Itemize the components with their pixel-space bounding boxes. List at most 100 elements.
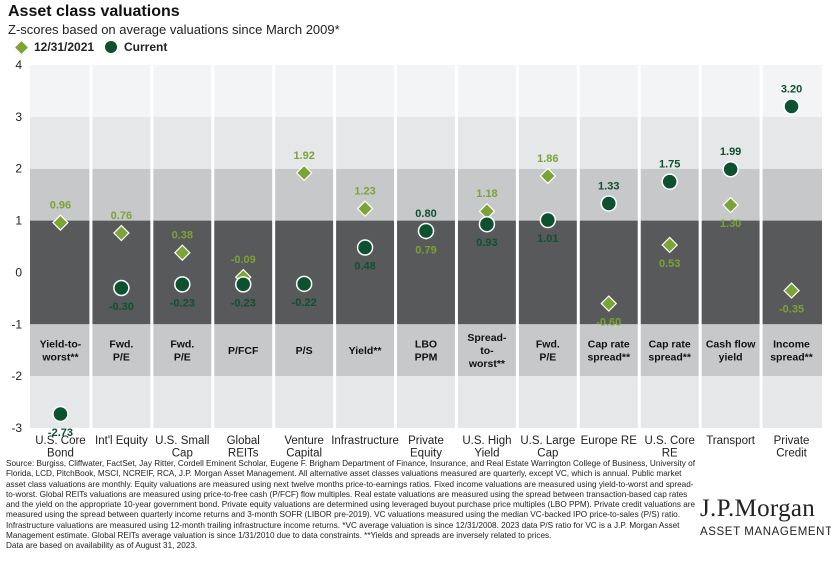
- marker-current: [356, 239, 374, 256]
- x-category-label: U.S. High Yield: [462, 435, 511, 460]
- logo-name: J.P.Morgan: [700, 495, 816, 522]
- data-label-current: -0.22: [292, 297, 317, 309]
- data-label-dec2021: 1.18: [476, 188, 497, 200]
- data-label-current: 1.33: [598, 180, 619, 192]
- data-label-dec2021: 1.23: [354, 186, 375, 198]
- x-category-label: U.S. Core Bond: [35, 435, 86, 460]
- metric-label: P/FCF: [228, 345, 259, 357]
- marker-dec2021: [783, 282, 800, 299]
- valuation-chart: 4 3 2 1 0 -1 -2 -3 U.S. Core Bond Yield-to-worst**…: [11, 58, 822, 460]
- metric-label: Cap rate spread**: [587, 339, 631, 364]
- y-tick-label: 2: [15, 162, 22, 176]
- marker-current: [295, 275, 313, 293]
- legend-circle-symbol: [104, 40, 118, 54]
- data-label-dec2021: -0.09: [231, 254, 256, 266]
- marker-current: [661, 173, 678, 190]
- x-category-label: Europe RE: [581, 435, 638, 447]
- marker-current: [478, 215, 496, 233]
- data-label-current: 0.80: [415, 208, 436, 220]
- y-tick-label: 4: [15, 58, 22, 72]
- legend-label-current: Current: [124, 40, 168, 54]
- data-label-dec2021: -0.35: [779, 304, 804, 316]
- marker-current: [417, 222, 435, 240]
- data-label-dec2021: 1.30: [720, 218, 741, 230]
- metric-label: Cap rate spread**: [648, 339, 692, 364]
- x-category-label: Private Equity: [408, 435, 444, 460]
- data-label-current: 1.01: [537, 233, 558, 245]
- band-1: [30, 168, 822, 221]
- data-label-dec2021: 1.86: [537, 153, 558, 165]
- marker-dec2021: [52, 214, 69, 231]
- y-tick-label: 3: [15, 110, 22, 124]
- metric-label: Income spread**: [770, 339, 814, 364]
- marker-dec2021: [722, 196, 739, 214]
- y-tick-label: -1: [11, 317, 22, 331]
- marker-current: [600, 195, 618, 212]
- marker-current: [113, 279, 130, 297]
- marker-dec2021: [356, 200, 374, 217]
- data-label-current: -0.23: [170, 297, 195, 309]
- chart-subtitle: Z-scores based on average valuations sin…: [8, 22, 340, 37]
- marker-current: [783, 98, 800, 115]
- metric-label: LBO PPM: [415, 339, 438, 364]
- x-category-label: Transport: [706, 435, 756, 447]
- marker-dec2021: [661, 236, 679, 254]
- x-category-label: U.S. Core RE: [644, 435, 695, 460]
- marker-dec2021: [600, 295, 618, 312]
- x-category-label: U.S. Large Cap: [520, 435, 575, 460]
- data-label-dec2021: -0.60: [596, 317, 621, 329]
- chart-title: Asset class valuations: [8, 3, 180, 20]
- source-note: Source: Burgiss, Cliffwater, FactSet, Ja…: [6, 459, 698, 552]
- x-category-label: Int'l Equity: [95, 435, 148, 447]
- marker-dec2021: [539, 167, 557, 185]
- source-text: Source: Burgiss, Cliffwater, FactSet, Ja…: [6, 459, 696, 541]
- metric-label: Fwd. P/E: [170, 339, 194, 364]
- metric-label: Yield-to-worst**: [40, 339, 82, 364]
- metric-label: Fwd. P/E: [109, 339, 133, 364]
- data-label-current: -0.30: [109, 301, 134, 313]
- metric-label: Cash flow yield: [706, 339, 756, 364]
- data-label-dec2021: 0.38: [172, 230, 193, 242]
- marker-current: [174, 276, 191, 293]
- x-category-label: Infrastructure: [331, 435, 399, 447]
- x-category-label: Private Credit: [774, 435, 810, 460]
- data-label-dec2021: 1.92: [293, 150, 314, 162]
- x-category-label: Global REITs: [227, 435, 260, 460]
- marker-current: [234, 276, 252, 293]
- band-3: [30, 116, 822, 169]
- metric-label: Fwd. P/E: [536, 339, 560, 364]
- marker-current: [722, 160, 739, 178]
- y-tick-label: 0: [15, 265, 22, 279]
- y-tick-label: -3: [11, 421, 22, 435]
- metric-label: Spread-to-worst**: [467, 332, 507, 370]
- logo-subtitle: ASSET MANAGEMENT: [700, 526, 831, 538]
- metric-label: P/S: [296, 345, 313, 357]
- marker-dec2021: [295, 164, 313, 182]
- data-label-current: -0.23: [231, 297, 256, 309]
- jpmorgan-logo: J.P.Morgan ASSET MANAGEMENT: [700, 495, 831, 539]
- data-availability-note: Data are based on availability as of Aug…: [6, 541, 198, 551]
- data-label-current: 1.75: [659, 159, 680, 171]
- data-label-current: 1.99: [720, 146, 741, 158]
- x-category-label: Venture Capital: [284, 435, 324, 460]
- data-label-dec2021: 0.96: [50, 200, 71, 212]
- band-5: [30, 65, 822, 117]
- data-label-current: -2.73: [48, 427, 73, 439]
- y-tick-label: 1: [15, 214, 22, 228]
- marker-dec2021: [173, 244, 191, 262]
- data-label-dec2021: 0.79: [415, 244, 436, 256]
- data-label-current: 0.93: [476, 237, 497, 249]
- marker-current: [52, 405, 69, 423]
- data-label-current: 3.20: [781, 83, 802, 95]
- band-4: [30, 376, 822, 428]
- marker-dec2021: [113, 224, 130, 242]
- metric-label: Yield**: [349, 345, 383, 357]
- data-label-dec2021: 0.76: [111, 210, 132, 222]
- band-2: [30, 324, 822, 377]
- legend-label-dec2021: 12/31/2021: [34, 40, 95, 54]
- y-tick-label: -2: [11, 369, 22, 383]
- data-label-dec2021: 0.53: [659, 258, 680, 270]
- x-category-label: U.S. Small Cap: [155, 435, 209, 460]
- marker-current: [539, 211, 557, 229]
- data-label-current: 0.48: [354, 261, 375, 273]
